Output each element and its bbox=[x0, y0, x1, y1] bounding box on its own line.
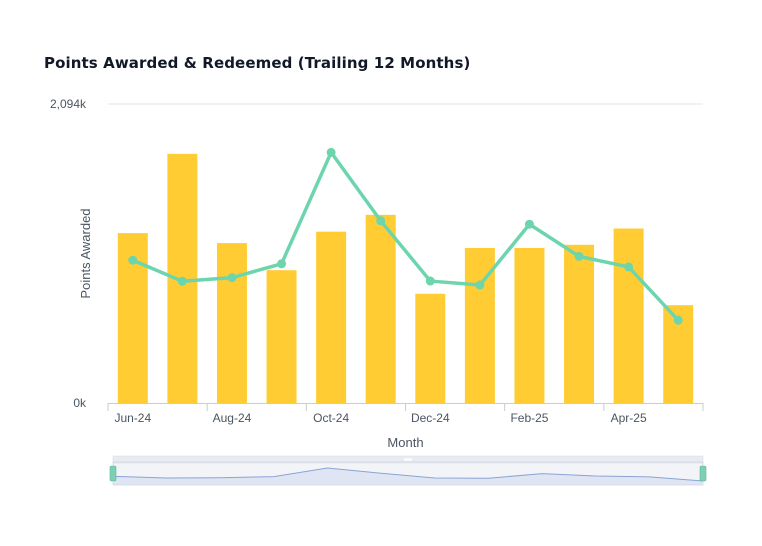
x-axis-title: Month bbox=[387, 435, 423, 450]
bar[interactable] bbox=[365, 214, 396, 403]
series-line bbox=[131, 150, 680, 322]
navigator[interactable] bbox=[109, 455, 707, 486]
line-point[interactable] bbox=[177, 276, 187, 286]
line-point[interactable] bbox=[475, 280, 485, 290]
line-point[interactable] bbox=[673, 315, 683, 325]
line-point[interactable] bbox=[128, 255, 138, 265]
x-tick-label: Jun-24 bbox=[114, 411, 151, 425]
y-axis-title: Points Awarded bbox=[78, 208, 93, 298]
line-point[interactable] bbox=[376, 216, 386, 226]
navigator-scrollbar-grip[interactable] bbox=[404, 458, 412, 461]
y-tick-label: 2,094k bbox=[50, 97, 87, 111]
bar[interactable] bbox=[316, 231, 347, 403]
navigator-area bbox=[113, 468, 703, 485]
line-point[interactable] bbox=[425, 276, 435, 286]
x-tick-label: Feb-25 bbox=[510, 411, 548, 425]
line-layer[interactable] bbox=[128, 147, 683, 325]
bar[interactable] bbox=[266, 270, 297, 403]
bar[interactable] bbox=[216, 243, 247, 403]
navigator-handle-right[interactable] bbox=[699, 465, 707, 482]
bar[interactable] bbox=[564, 244, 595, 403]
y-tick-label: 0k bbox=[73, 396, 87, 410]
x-tick-label: Dec-24 bbox=[411, 411, 450, 425]
navigator-handle-left[interactable] bbox=[109, 465, 117, 482]
x-tick-label: Oct-24 bbox=[313, 411, 349, 425]
line-point[interactable] bbox=[277, 259, 287, 269]
bars-layer[interactable] bbox=[117, 153, 694, 403]
x-tick-label: Aug-24 bbox=[213, 411, 252, 425]
bar[interactable] bbox=[514, 247, 545, 403]
line-point[interactable] bbox=[524, 219, 534, 229]
bar[interactable] bbox=[415, 293, 446, 403]
navigator-line bbox=[112, 467, 704, 482]
line-point[interactable] bbox=[574, 251, 584, 261]
line-point[interactable] bbox=[624, 262, 634, 272]
chart-title: Points Awarded & Redeemed (Trailing 12 M… bbox=[44, 54, 471, 72]
line-point[interactable] bbox=[227, 273, 237, 283]
bar[interactable] bbox=[613, 228, 644, 403]
x-tick-label: Apr-25 bbox=[611, 411, 647, 425]
line-point[interactable] bbox=[326, 147, 336, 157]
axes-layer: 0k 2,094k Jun-24 Aug-24 Oct-24 Dec-24 Feb-25 Ap… bbox=[50, 97, 704, 450]
